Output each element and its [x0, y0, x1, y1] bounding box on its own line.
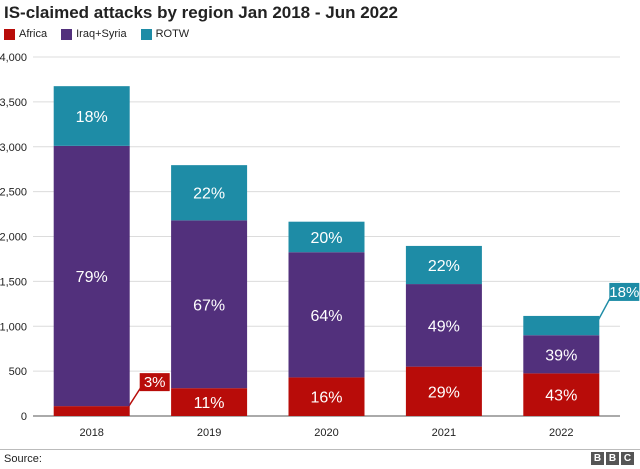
- legend-swatch-rotw: [140, 28, 152, 40]
- callout-box: [609, 282, 640, 301]
- bar-segment-africa-2020: [288, 377, 365, 416]
- data-label: 16%: [310, 390, 342, 407]
- stacked-bar-chart: 0 500 1,000 1,500 2,000 2,500 3,000 3,500 4,000 3…: [0, 52, 640, 439]
- data-label: 79%: [76, 269, 108, 286]
- x-tick-label: 2021: [432, 427, 456, 439]
- bar-segment-rotw-2019: [171, 165, 248, 221]
- x-tick-label: 2018: [79, 427, 103, 439]
- bar-segment-africa-2021: [405, 366, 482, 416]
- bbc-logo-letter: B: [606, 452, 619, 465]
- data-label: 18%: [609, 284, 639, 301]
- data-label: 20%: [310, 230, 342, 247]
- bar-segment-rotw-2021: [405, 245, 482, 285]
- bar-segment-rotw-2020: [288, 221, 365, 253]
- source-label: Source:: [4, 453, 42, 465]
- y-tick-label: 1,500: [0, 276, 27, 288]
- legend-label-africa: Africa: [19, 28, 48, 40]
- data-label: 22%: [193, 186, 225, 203]
- callout-box: [139, 373, 170, 392]
- legend-item-africa: Africa: [4, 28, 47, 40]
- y-tick-label: 2,500: [0, 187, 27, 199]
- y-tick-label: 1,000: [0, 321, 27, 333]
- legend-swatch-iraq-syria: [61, 28, 73, 40]
- y-tick-label: 0: [21, 411, 27, 423]
- bar-segment-africa-2022: [523, 373, 600, 416]
- footer-divider: [0, 449, 640, 450]
- callout-leader-line: [594, 295, 612, 326]
- y-tick-label: 2,000: [0, 232, 27, 244]
- data-label: 22%: [428, 258, 460, 275]
- y-tick-label: 4,000: [0, 52, 27, 64]
- callout-leader-line: [125, 385, 143, 412]
- bbc-logo: B B C: [591, 452, 634, 465]
- bar-segment-iraq-syria-2018: [53, 145, 130, 407]
- data-label: 39%: [545, 347, 577, 364]
- legend-label-iraq-syria: Iraq+Syria: [76, 28, 127, 40]
- data-label: 43%: [545, 388, 577, 405]
- x-tick-label: 2022: [549, 427, 573, 439]
- bbc-logo-letter: C: [621, 452, 634, 465]
- x-tick-label: 2020: [314, 427, 338, 439]
- data-label: 49%: [428, 318, 460, 335]
- bar-segment-iraq-syria-2021: [405, 284, 482, 367]
- bar-segment-iraq-syria-2019: [171, 220, 248, 389]
- y-tick-label: 3,500: [0, 97, 27, 109]
- data-label: 67%: [193, 297, 225, 314]
- bbc-logo-letter: B: [591, 452, 604, 465]
- bar-segment-africa-2019: [171, 388, 248, 416]
- legend: Africa Iraq+Syria ROTW: [4, 28, 189, 40]
- bar-segment-rotw-2018: [53, 86, 130, 146]
- y-tick-label: 500: [9, 366, 27, 378]
- chart-title: IS-claimed attacks by region Jan 2018 - …: [4, 3, 399, 22]
- data-label: 11%: [194, 395, 225, 412]
- bar-segment-iraq-syria-2022: [523, 335, 600, 374]
- data-label: 3%: [144, 374, 166, 391]
- data-label: 64%: [310, 308, 342, 325]
- legend-item-rotw: ROTW: [140, 28, 190, 40]
- legend-swatch-africa: [4, 28, 15, 40]
- bar-segment-rotw-2022: [523, 315, 600, 336]
- bar-segment-africa-2018: [53, 406, 130, 416]
- bar-segment-iraq-syria-2020: [288, 252, 365, 378]
- legend-item-iraq-syria: Iraq+Syria: [61, 28, 127, 40]
- data-label: 18%: [76, 109, 108, 126]
- x-tick-label: 2019: [197, 427, 221, 439]
- legend-label-rotw: ROTW: [155, 28, 190, 40]
- y-tick-label: 3,000: [0, 142, 27, 154]
- data-label: 29%: [428, 384, 460, 401]
